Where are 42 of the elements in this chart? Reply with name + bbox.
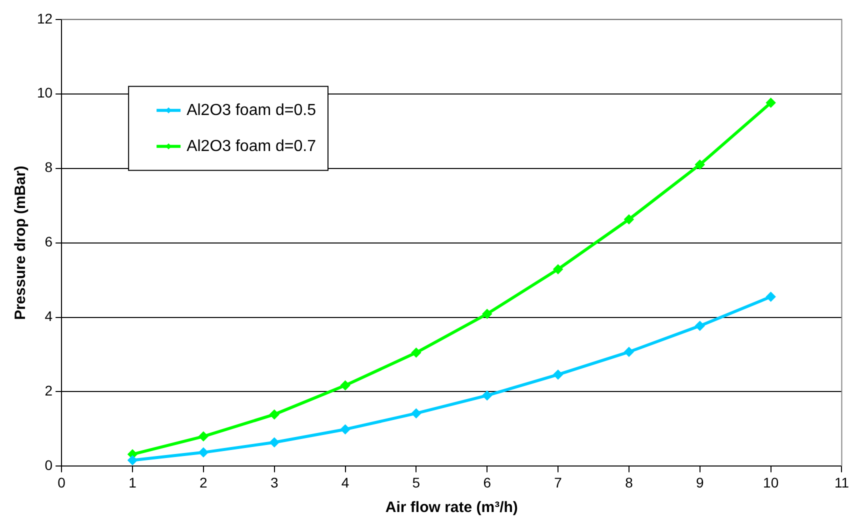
x-tick-label: 4 — [341, 474, 350, 490]
point — [695, 321, 704, 330]
point — [554, 264, 563, 274]
point — [412, 408, 421, 418]
point — [128, 456, 137, 465]
x-tick-label: 9 — [696, 474, 704, 490]
legend-label: Al2O3 foam d=0.5 — [186, 102, 316, 119]
x-tick-label: 5 — [412, 474, 420, 490]
x-tick-label: 7 — [554, 474, 562, 490]
x-tick-label: 10 — [763, 474, 779, 490]
point — [340, 424, 350, 434]
y-tick-label: 0 — [44, 457, 53, 474]
point — [198, 432, 208, 441]
x-tick-label: 6 — [483, 474, 492, 490]
point — [412, 348, 421, 358]
y-tick-label: 6 — [44, 234, 53, 250]
point — [766, 98, 776, 108]
point — [270, 438, 279, 447]
point — [766, 292, 776, 302]
point — [340, 380, 350, 390]
point — [695, 160, 704, 170]
x-tick-label: 0 — [58, 474, 66, 490]
point — [482, 309, 492, 318]
legend-label: Al2O3 foam d=0.7 — [186, 138, 316, 155]
y-tick-label: 4 — [44, 308, 53, 324]
x-tick-label: 1 — [128, 474, 137, 490]
y-tick-label: 10 — [36, 84, 53, 101]
point — [270, 410, 279, 419]
point — [482, 390, 492, 400]
point — [554, 370, 563, 380]
x-tick-label: 3 — [270, 474, 278, 490]
point — [624, 347, 634, 356]
y-axis-title: Pressure drop (mBar) — [12, 166, 30, 320]
y-tick-label: 12 — [36, 10, 53, 26]
x-tick-label: 8 — [625, 474, 634, 490]
point — [624, 214, 634, 224]
x-axis-title: Air flow rate (m³/h) — [385, 499, 518, 516]
y-tick-label: 8 — [44, 159, 53, 176]
point — [198, 448, 208, 457]
x-tick-label: 2 — [200, 474, 208, 490]
x-tick-label: 11 — [834, 474, 850, 490]
y-tick-label: 2 — [44, 382, 53, 399]
